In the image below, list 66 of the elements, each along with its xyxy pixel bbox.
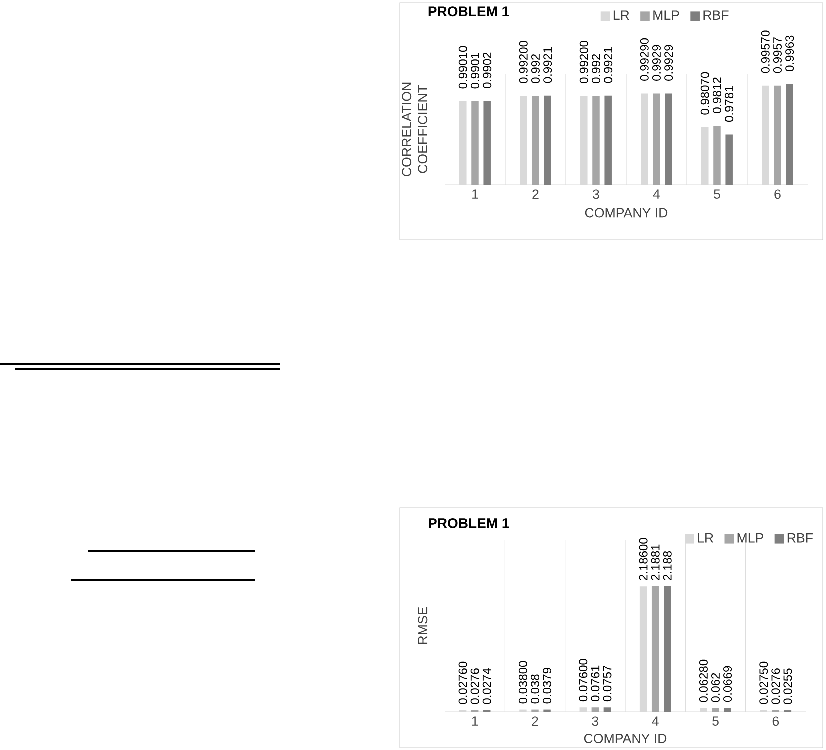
data-label: 0.062 bbox=[711, 673, 720, 702]
data-label: 0.0761 bbox=[591, 666, 600, 702]
data-label: 0.99200 bbox=[519, 41, 528, 84]
data-label: 0.9901 bbox=[470, 53, 480, 89]
data-label: 0.9781 bbox=[725, 86, 734, 122]
x-tick-label: 2 bbox=[532, 190, 539, 200]
data-label: 0.9921 bbox=[544, 48, 552, 84]
data-label: 0.03800 bbox=[518, 661, 528, 704]
data-label: 0.99200 bbox=[580, 41, 588, 84]
legend-label: MLP bbox=[738, 534, 764, 543]
x-tick-label: 6 bbox=[772, 716, 780, 726]
legend-label: LR bbox=[698, 534, 714, 543]
bar bbox=[724, 708, 732, 712]
x-tick-label: 1 bbox=[472, 190, 478, 199]
data-label: 0.992 bbox=[592, 54, 600, 84]
bar bbox=[604, 708, 612, 712]
x-axis-title: COMPANY ID bbox=[585, 208, 668, 218]
data-label: 0.0276 bbox=[470, 668, 480, 704]
bar bbox=[664, 586, 672, 712]
data-label: 0.9812 bbox=[712, 78, 722, 114]
data-label: 0.9963 bbox=[786, 36, 794, 72]
data-label: 0.07600 bbox=[579, 659, 588, 702]
data-label: 2.1881 bbox=[651, 544, 660, 580]
legend-label: RBF bbox=[788, 534, 813, 543]
chart-title: PROBLEM 1 bbox=[428, 518, 510, 528]
x-tick-label: 5 bbox=[712, 716, 719, 726]
data-label: 0.06280 bbox=[699, 660, 708, 702]
data-label: 0.9902 bbox=[483, 52, 492, 88]
data-label: 2.188 bbox=[663, 551, 672, 580]
data-label: 0.992 bbox=[531, 54, 540, 84]
data-label: 0.02750 bbox=[760, 662, 768, 704]
x-tick-label: 4 bbox=[653, 190, 660, 199]
data-label: 0.0669 bbox=[724, 666, 732, 702]
legend-label: MLP bbox=[654, 10, 680, 20]
data-label: 0.99010 bbox=[458, 46, 468, 89]
bar bbox=[712, 708, 720, 712]
x-tick-label: 3 bbox=[592, 716, 599, 726]
data-label: 0.02760 bbox=[458, 662, 468, 704]
x-tick-label: 5 bbox=[714, 190, 720, 199]
data-label: 0.9929 bbox=[652, 45, 661, 81]
data-label: 0.9957 bbox=[773, 38, 782, 74]
x-tick-label: 3 bbox=[593, 190, 600, 200]
data-label: 0.0276 bbox=[772, 668, 780, 704]
data-label: 0.038 bbox=[530, 674, 540, 704]
bar bbox=[652, 586, 660, 712]
data-label: 0.99570 bbox=[761, 30, 770, 74]
x-tick-label: 1 bbox=[472, 716, 478, 726]
legend-label: RBF bbox=[704, 10, 729, 20]
data-label: 0.9929 bbox=[664, 45, 674, 81]
data-label: 0.0379 bbox=[543, 668, 552, 704]
data-label: 0.99290 bbox=[640, 38, 649, 81]
data-label: 0.0255 bbox=[784, 668, 792, 704]
data-label: 0.9921 bbox=[604, 48, 613, 84]
y-axis-title: RMSE bbox=[418, 607, 428, 644]
y-axis-title: CORRELATION COEFFICIENT bbox=[402, 82, 428, 176]
data-label: 0.98070 bbox=[700, 72, 710, 115]
x-tick-label: 6 bbox=[774, 190, 781, 200]
x-axis-title: COMPANY ID bbox=[584, 734, 667, 744]
data-label: 0.0757 bbox=[603, 666, 612, 702]
legend-label: LR bbox=[614, 10, 630, 20]
chart-title: PROBLEM 1 bbox=[428, 6, 510, 17]
bar bbox=[592, 708, 600, 712]
data-label: 0.0274 bbox=[482, 668, 492, 704]
x-tick-label: 2 bbox=[532, 716, 538, 726]
x-tick-label: 4 bbox=[652, 716, 659, 726]
data-label: 2.18600 bbox=[639, 538, 648, 580]
